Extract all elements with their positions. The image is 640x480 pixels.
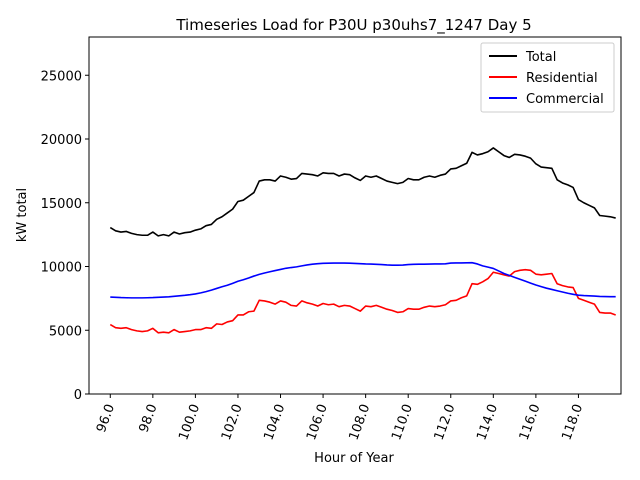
legend-label-residential: Residential	[526, 71, 598, 86]
series-line-residential	[109, 268, 616, 334]
legend-label-total: Total	[525, 50, 556, 65]
chart-title: Timeseries Load for P30U p30uhs7_1247 Da…	[175, 16, 531, 35]
y-tick-label: 0	[74, 388, 82, 403]
series-line-commercial	[110, 261, 616, 299]
y-tick-label: 25000	[41, 69, 82, 84]
legend-label-commercial: Commercial	[526, 92, 604, 107]
y-tick-label: 15000	[41, 197, 82, 212]
y-tick-label: 10000	[41, 261, 82, 276]
y-axis-label: kW total	[15, 188, 30, 242]
plot-frame	[88, 36, 622, 395]
series-layer	[109, 147, 616, 334]
x-axis-label: Hour of Year	[314, 451, 394, 466]
legend-box	[480, 42, 615, 113]
legend: Total Residential Commercial	[480, 42, 615, 113]
y-axis: 0 5000 10000 15000 20000 25000	[41, 69, 89, 403]
y-tick-label: 5000	[49, 324, 82, 339]
series-line-total	[109, 147, 616, 237]
y-tick-label: 20000	[41, 133, 82, 148]
